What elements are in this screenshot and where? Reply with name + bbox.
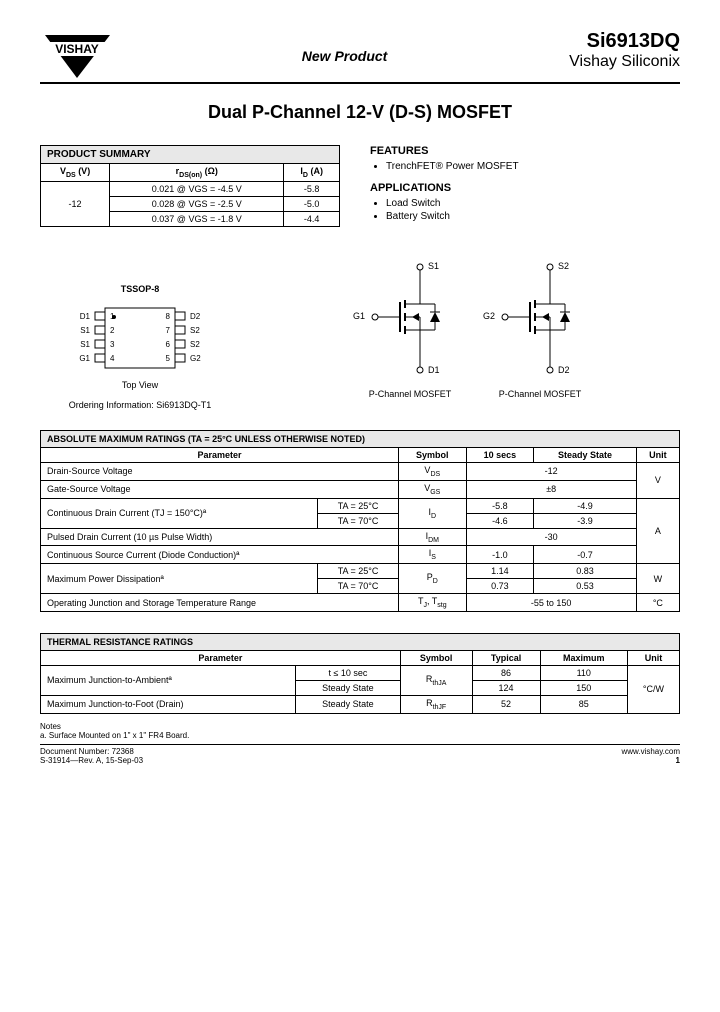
svg-text:D2: D2: [558, 365, 570, 375]
applications-list: Load Switch Battery Switch: [386, 198, 680, 222]
id-2: -5.0: [284, 196, 340, 211]
svg-text:6: 6: [166, 340, 171, 349]
svg-text:D1: D1: [80, 312, 91, 321]
part-number: Si6913DQ: [569, 30, 680, 53]
id-3: -4.4: [284, 211, 340, 226]
svg-text:S1: S1: [428, 261, 439, 271]
col-vds: VDS (V): [41, 164, 110, 182]
svg-text:VISHAY: VISHAY: [55, 42, 99, 56]
amr-title: ABSOLUTE MAXIMUM RATINGS (TA = 25°C UNLE…: [41, 431, 680, 448]
svg-text:D2: D2: [190, 312, 201, 321]
top-section: PRODUCT SUMMARY VDS (V) rDS(on) (Ω) ID (…: [40, 145, 680, 232]
rds-2: 0.028 @ VGS = -2.5 V: [110, 196, 284, 211]
svg-text:P-Channel MOSFET: P-Channel MOSFET: [369, 389, 452, 399]
svg-text:7: 7: [166, 326, 171, 335]
col-id: ID (A): [284, 164, 340, 182]
svg-text:P-Channel MOSFET: P-Channel MOSFET: [499, 389, 582, 399]
product-summary-table: PRODUCT SUMMARY VDS (V) rDS(on) (Ω) ID (…: [40, 145, 340, 227]
features-heading: FEATURES: [370, 145, 680, 157]
svg-text:S2: S2: [190, 326, 200, 335]
vishay-logo: VISHAY: [40, 30, 120, 80]
trr-title: THERMAL RESISTANCE RATINGS: [41, 633, 680, 650]
svg-text:1: 1: [110, 312, 115, 321]
svg-text:3: 3: [110, 340, 115, 349]
rds-1: 0.021 @ VGS = -4.5 V: [110, 181, 284, 196]
svg-text:G1: G1: [353, 311, 365, 321]
sub-brand: Vishay Siliconix: [569, 53, 680, 71]
main-title: Dual P-Channel 12-V (D-S) MOSFET: [40, 102, 680, 123]
rds-3: 0.037 @ VGS = -1.8 V: [110, 211, 284, 226]
page-footer: Document Number: 72368 S-31914—Rev. A, 1…: [40, 744, 680, 765]
feature-1: TrenchFET® Power MOSFET: [386, 161, 680, 172]
svg-text:8: 8: [166, 312, 171, 321]
svg-text:G2: G2: [483, 311, 495, 321]
app-2: Battery Switch: [386, 211, 680, 222]
vds-val: -12: [41, 181, 110, 226]
svg-text:S1: S1: [80, 340, 90, 349]
header-right: Si6913DQ Vishay Siliconix: [569, 30, 680, 71]
amr-table: ABSOLUTE MAXIMUM RATINGS (TA = 25°C UNLE…: [40, 430, 680, 612]
trr-table: THERMAL RESISTANCE RATINGS Parameter Sym…: [40, 633, 680, 714]
svg-text:5: 5: [166, 354, 171, 363]
svg-text:G2: G2: [190, 354, 201, 363]
svg-text:G1: G1: [79, 354, 90, 363]
svg-text:D1: D1: [428, 365, 440, 375]
app-1: Load Switch: [386, 198, 680, 209]
svg-text:S1: S1: [80, 326, 90, 335]
page-header: VISHAY New Product Si6913DQ Vishay Silic…: [40, 30, 680, 84]
features-list: TrenchFET® Power MOSFET: [386, 161, 680, 172]
svg-text:S2: S2: [190, 340, 200, 349]
mosfet-symbols: S1 G1: [260, 257, 680, 410]
notes-block: Notes a. Surface Mounted on 1" x 1" FR4 …: [40, 722, 680, 740]
svg-text:2: 2: [110, 326, 115, 335]
header-center: New Product: [120, 30, 569, 64]
diagram-row: TSSOP-8 1D1 2S1 3S1 4G1 8D2 7S2 6S2 5G2 …: [40, 257, 680, 410]
applications-heading: APPLICATIONS: [370, 182, 680, 194]
id-1: -5.8: [284, 181, 340, 196]
summary-title: PRODUCT SUMMARY: [41, 146, 340, 164]
svg-text:4: 4: [110, 354, 115, 363]
package-diagram: TSSOP-8 1D1 2S1 3S1 4G1 8D2 7S2 6S2 5G2 …: [40, 284, 240, 410]
svg-text:S2: S2: [558, 261, 569, 271]
col-rds: rDS(on) (Ω): [110, 164, 284, 182]
